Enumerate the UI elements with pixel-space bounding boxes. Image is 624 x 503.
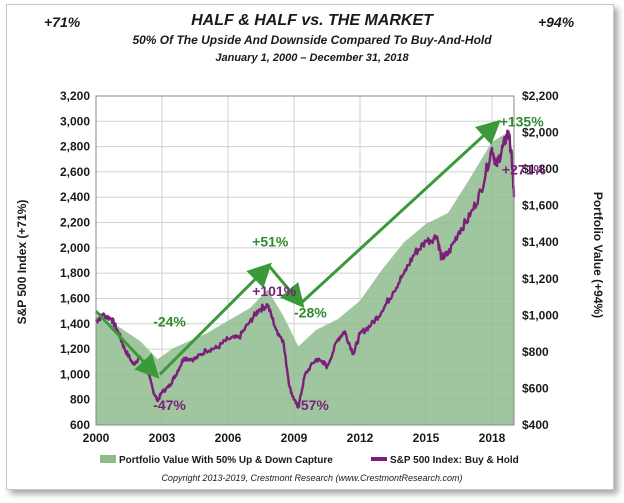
annotation-label: +135% <box>500 113 545 129</box>
y-left-tick-label: 800 <box>70 393 90 407</box>
y-right-tick-label: $400 <box>522 418 549 432</box>
annotation-layer: -24% +51% -28% +135% -47% +101% -57% +271% <box>153 113 546 412</box>
y-right-tick-label: $1,400 <box>522 235 559 249</box>
annotation-label: +51% <box>252 234 289 250</box>
trend-arrow <box>94 310 160 379</box>
x-tick-label: 2018 <box>479 431 506 445</box>
y-left-axis-title: S&P 500 Index (+71%) <box>15 200 29 325</box>
y-right-tick-label: $2,000 <box>522 126 559 140</box>
copyright-note: Copyright 2013-2019, Crestmont Research … <box>161 473 462 483</box>
corner-left-label: +71% <box>44 14 81 30</box>
y-left-tick-label: 600 <box>70 418 90 432</box>
x-tick-label: 2003 <box>149 431 176 445</box>
y-right-axis-title: Portfolio Value (+94%) <box>591 192 605 318</box>
legend-swatch-portfolio <box>100 455 116 463</box>
legend: Portfolio Value With 50% Up & Down Captu… <box>100 455 519 466</box>
y-left-tick-label: 2,200 <box>60 216 90 230</box>
y-left-tick-label: 3,000 <box>60 114 90 128</box>
y-right-tick-label: $600 <box>522 381 549 395</box>
y-left-tick-label: 1,200 <box>60 342 90 356</box>
y-left-tick-label: 1,800 <box>60 266 90 280</box>
trend-arrow-layer <box>94 119 501 379</box>
trend-arrow <box>268 265 305 309</box>
portfolio-area <box>96 132 514 425</box>
x-tick-label: 2009 <box>281 431 308 445</box>
annotation-label: -24% <box>153 313 186 329</box>
y-right-tick-label: $2,200 <box>522 89 559 103</box>
legend-label-sp500: S&P 500 Index: Buy & Hold <box>390 455 519 466</box>
x-tick-label: 2006 <box>215 431 242 445</box>
y-right-tick-label: $1,800 <box>522 162 559 176</box>
trend-arrow <box>299 119 501 305</box>
sp500-line <box>95 129 516 409</box>
chart-title: HALF & HALF vs. THE MARKET <box>191 12 434 29</box>
y-left-tick-label: 1,400 <box>60 317 90 331</box>
trend-arrow <box>158 262 272 376</box>
y-right-tick-label: $1,200 <box>522 272 559 286</box>
y-left-tick-label: 2,400 <box>60 190 90 204</box>
annotation-label: +101% <box>252 283 297 299</box>
y-right-tick-label: $800 <box>522 345 549 359</box>
chart-subtitle: 50% Of The Upside And Downside Compared … <box>132 33 492 47</box>
y-left-tick-label: 2,800 <box>60 140 90 154</box>
legend-label-portfolio: Portfolio Value With 50% Up & Down Captu… <box>119 455 333 466</box>
y-left-tick-label: 1,600 <box>60 291 90 305</box>
annotation-label: +271% <box>502 161 547 177</box>
x-tick-label: 2000 <box>83 431 110 445</box>
y-left-tick-label: 2,000 <box>60 241 90 255</box>
axis-layer: 600 800 1,000 1,200 1,400 1,600 1,800 2,000 2,20… <box>60 89 559 445</box>
y-left-tick-label: 1,000 <box>60 367 90 381</box>
y-left-tick-label: 2,600 <box>60 165 90 179</box>
corner-right-label: +94% <box>538 14 575 30</box>
x-tick-label: 2012 <box>347 431 374 445</box>
y-left-tick-label: 3,200 <box>60 89 90 103</box>
chart-date-range: January 1, 2000 – December 31, 2018 <box>215 52 409 64</box>
annotation-label: -28% <box>294 304 327 320</box>
annotation-label: -57% <box>296 397 329 413</box>
legend-swatch-sp500 <box>371 457 387 461</box>
sp500-line-layer <box>95 129 516 409</box>
x-tick-label: 2015 <box>413 431 440 445</box>
portfolio-area-layer <box>96 132 514 425</box>
y-right-tick-label: $1,600 <box>522 199 559 213</box>
y-right-tick-label: $1,000 <box>522 308 559 322</box>
plot-border <box>95 95 515 426</box>
annotation-label: -47% <box>153 397 186 413</box>
